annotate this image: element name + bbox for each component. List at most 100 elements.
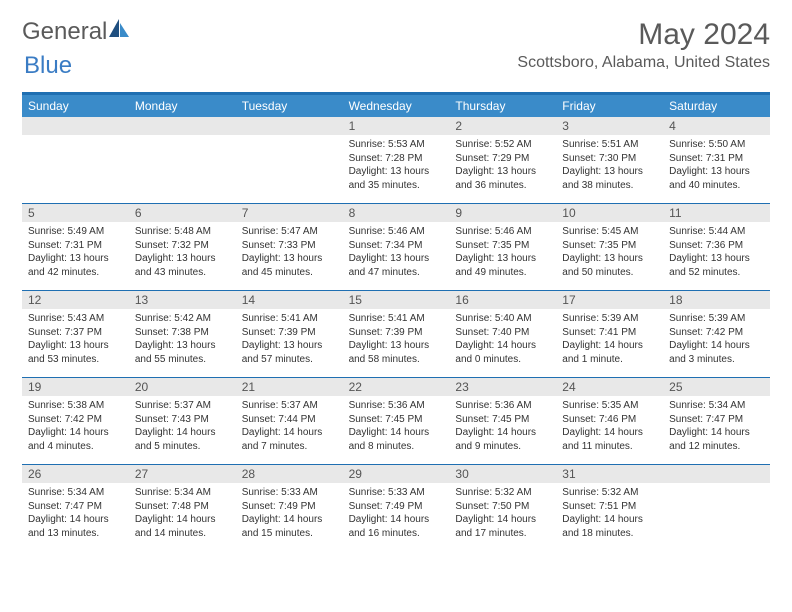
day-number: 12 <box>22 291 129 309</box>
calendar-cell: 2Sunrise: 5:52 AMSunset: 7:29 PMDaylight… <box>449 117 556 203</box>
logo-sail-icon <box>109 18 131 46</box>
calendar-cell: 30Sunrise: 5:32 AMSunset: 7:50 PMDayligh… <box>449 465 556 551</box>
calendar-cell: 17Sunrise: 5:39 AMSunset: 7:41 PMDayligh… <box>556 291 663 377</box>
week-row: 5Sunrise: 5:49 AMSunset: 7:31 PMDaylight… <box>22 204 770 291</box>
calendar-cell <box>129 117 236 203</box>
week-row: 12Sunrise: 5:43 AMSunset: 7:37 PMDayligh… <box>22 291 770 378</box>
day-header: Monday <box>129 95 236 117</box>
calendar-cell: 12Sunrise: 5:43 AMSunset: 7:37 PMDayligh… <box>22 291 129 377</box>
day-number: 27 <box>129 465 236 483</box>
day-number: 5 <box>22 204 129 222</box>
day-header: Thursday <box>449 95 556 117</box>
day-number: 8 <box>343 204 450 222</box>
calendar-cell: 4Sunrise: 5:50 AMSunset: 7:31 PMDaylight… <box>663 117 770 203</box>
calendar-cell: 6Sunrise: 5:48 AMSunset: 7:32 PMDaylight… <box>129 204 236 290</box>
day-number: 4 <box>663 117 770 135</box>
month-title: May 2024 <box>517 18 770 52</box>
week-row: 26Sunrise: 5:34 AMSunset: 7:47 PMDayligh… <box>22 465 770 551</box>
day-number: 29 <box>343 465 450 483</box>
cell-body: Sunrise: 5:37 AMSunset: 7:44 PMDaylight:… <box>236 396 343 459</box>
day-number: 9 <box>449 204 556 222</box>
cell-body: Sunrise: 5:34 AMSunset: 7:47 PMDaylight:… <box>22 483 129 546</box>
title-block: May 2024 Scottsboro, Alabama, United Sta… <box>517 18 770 72</box>
day-number: 7 <box>236 204 343 222</box>
cell-body: Sunrise: 5:44 AMSunset: 7:36 PMDaylight:… <box>663 222 770 285</box>
logo: General <box>22 18 131 46</box>
calendar-cell: 27Sunrise: 5:34 AMSunset: 7:48 PMDayligh… <box>129 465 236 551</box>
calendar-cell: 24Sunrise: 5:35 AMSunset: 7:46 PMDayligh… <box>556 378 663 464</box>
cell-body: Sunrise: 5:41 AMSunset: 7:39 PMDaylight:… <box>236 309 343 372</box>
cell-body: Sunrise: 5:46 AMSunset: 7:35 PMDaylight:… <box>449 222 556 285</box>
day-header: Tuesday <box>236 95 343 117</box>
day-number: 1 <box>343 117 450 135</box>
calendar-cell <box>22 117 129 203</box>
day-number: 21 <box>236 378 343 396</box>
week-row: 1Sunrise: 5:53 AMSunset: 7:28 PMDaylight… <box>22 117 770 204</box>
cell-body: Sunrise: 5:33 AMSunset: 7:49 PMDaylight:… <box>236 483 343 546</box>
calendar-cell: 14Sunrise: 5:41 AMSunset: 7:39 PMDayligh… <box>236 291 343 377</box>
day-number: 15 <box>343 291 450 309</box>
day-number: 11 <box>663 204 770 222</box>
calendar-cell: 31Sunrise: 5:32 AMSunset: 7:51 PMDayligh… <box>556 465 663 551</box>
calendar-cell: 26Sunrise: 5:34 AMSunset: 7:47 PMDayligh… <box>22 465 129 551</box>
day-number: 13 <box>129 291 236 309</box>
calendar-cell: 16Sunrise: 5:40 AMSunset: 7:40 PMDayligh… <box>449 291 556 377</box>
calendar: SundayMondayTuesdayWednesdayThursdayFrid… <box>22 92 770 551</box>
calendar-cell <box>236 117 343 203</box>
day-number: 28 <box>236 465 343 483</box>
day-number: 26 <box>22 465 129 483</box>
day-header: Wednesday <box>343 95 450 117</box>
cell-body: Sunrise: 5:41 AMSunset: 7:39 PMDaylight:… <box>343 309 450 372</box>
cell-body: Sunrise: 5:42 AMSunset: 7:38 PMDaylight:… <box>129 309 236 372</box>
day-number: 2 <box>449 117 556 135</box>
day-number: 18 <box>663 291 770 309</box>
day-header: Friday <box>556 95 663 117</box>
day-number <box>22 117 129 135</box>
cell-body: Sunrise: 5:45 AMSunset: 7:35 PMDaylight:… <box>556 222 663 285</box>
cell-body: Sunrise: 5:36 AMSunset: 7:45 PMDaylight:… <box>343 396 450 459</box>
cell-body: Sunrise: 5:32 AMSunset: 7:51 PMDaylight:… <box>556 483 663 546</box>
day-number: 10 <box>556 204 663 222</box>
cell-body: Sunrise: 5:32 AMSunset: 7:50 PMDaylight:… <box>449 483 556 546</box>
calendar-cell: 19Sunrise: 5:38 AMSunset: 7:42 PMDayligh… <box>22 378 129 464</box>
day-number: 16 <box>449 291 556 309</box>
logo-text-b: Blue <box>24 52 72 79</box>
cell-body: Sunrise: 5:43 AMSunset: 7:37 PMDaylight:… <box>22 309 129 372</box>
calendar-cell: 20Sunrise: 5:37 AMSunset: 7:43 PMDayligh… <box>129 378 236 464</box>
week-row: 19Sunrise: 5:38 AMSunset: 7:42 PMDayligh… <box>22 378 770 465</box>
day-number: 25 <box>663 378 770 396</box>
cell-body: Sunrise: 5:48 AMSunset: 7:32 PMDaylight:… <box>129 222 236 285</box>
calendar-cell: 21Sunrise: 5:37 AMSunset: 7:44 PMDayligh… <box>236 378 343 464</box>
cell-body: Sunrise: 5:51 AMSunset: 7:30 PMDaylight:… <box>556 135 663 198</box>
logo-text-a: General <box>22 18 107 46</box>
day-number: 30 <box>449 465 556 483</box>
cell-body: Sunrise: 5:52 AMSunset: 7:29 PMDaylight:… <box>449 135 556 198</box>
day-number: 3 <box>556 117 663 135</box>
day-number: 19 <box>22 378 129 396</box>
location: Scottsboro, Alabama, United States <box>517 54 770 72</box>
cell-body: Sunrise: 5:33 AMSunset: 7:49 PMDaylight:… <box>343 483 450 546</box>
calendar-cell: 28Sunrise: 5:33 AMSunset: 7:49 PMDayligh… <box>236 465 343 551</box>
cell-body: Sunrise: 5:40 AMSunset: 7:40 PMDaylight:… <box>449 309 556 372</box>
cell-body: Sunrise: 5:53 AMSunset: 7:28 PMDaylight:… <box>343 135 450 198</box>
calendar-cell: 13Sunrise: 5:42 AMSunset: 7:38 PMDayligh… <box>129 291 236 377</box>
calendar-cell: 15Sunrise: 5:41 AMSunset: 7:39 PMDayligh… <box>343 291 450 377</box>
calendar-cell: 5Sunrise: 5:49 AMSunset: 7:31 PMDaylight… <box>22 204 129 290</box>
calendar-cell: 10Sunrise: 5:45 AMSunset: 7:35 PMDayligh… <box>556 204 663 290</box>
day-number <box>663 465 770 483</box>
calendar-cell: 11Sunrise: 5:44 AMSunset: 7:36 PMDayligh… <box>663 204 770 290</box>
day-number: 22 <box>343 378 450 396</box>
cell-body: Sunrise: 5:47 AMSunset: 7:33 PMDaylight:… <box>236 222 343 285</box>
calendar-cell: 8Sunrise: 5:46 AMSunset: 7:34 PMDaylight… <box>343 204 450 290</box>
day-number: 24 <box>556 378 663 396</box>
cell-body: Sunrise: 5:38 AMSunset: 7:42 PMDaylight:… <box>22 396 129 459</box>
cell-body: Sunrise: 5:35 AMSunset: 7:46 PMDaylight:… <box>556 396 663 459</box>
cell-body: Sunrise: 5:34 AMSunset: 7:48 PMDaylight:… <box>129 483 236 546</box>
day-headers: SundayMondayTuesdayWednesdayThursdayFrid… <box>22 95 770 117</box>
cell-body: Sunrise: 5:49 AMSunset: 7:31 PMDaylight:… <box>22 222 129 285</box>
calendar-cell: 18Sunrise: 5:39 AMSunset: 7:42 PMDayligh… <box>663 291 770 377</box>
cell-body: Sunrise: 5:39 AMSunset: 7:42 PMDaylight:… <box>663 309 770 372</box>
calendar-cell: 25Sunrise: 5:34 AMSunset: 7:47 PMDayligh… <box>663 378 770 464</box>
day-number: 14 <box>236 291 343 309</box>
day-number: 20 <box>129 378 236 396</box>
